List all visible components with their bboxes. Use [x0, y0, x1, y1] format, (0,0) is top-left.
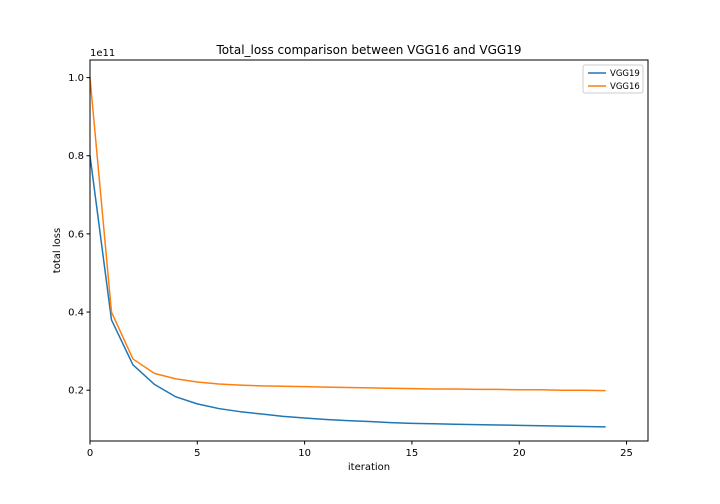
legend-label-vgg19: VGG19 — [610, 69, 640, 79]
series-layer — [89, 76, 606, 428]
y-axis-label: total loss — [52, 228, 63, 273]
y-offset-label: 1e11 — [90, 48, 115, 59]
legend: VGG19 VGG16 — [582, 64, 644, 94]
y-axis-ticks: 0.2 0.4 0.6 0.8 1.0 — [68, 73, 90, 397]
x-tick-label: 5 — [194, 448, 200, 459]
y-tick-label: 0.2 — [68, 386, 84, 397]
y-tick-label: 0.4 — [68, 308, 84, 319]
x-tick-label: 20 — [513, 448, 526, 459]
series-line-vgg16 — [89, 76, 606, 392]
x-tick-label: 25 — [620, 448, 633, 459]
x-axis-ticks: 0 5 10 15 20 25 — [87, 441, 633, 459]
x-tick-label: 10 — [298, 448, 311, 459]
legend-label-vgg16: VGG16 — [610, 82, 640, 92]
x-axis-label: iteration — [348, 462, 390, 473]
y-tick-label: 1.0 — [68, 73, 84, 84]
y-tick-label: 0.6 — [68, 229, 84, 240]
series-line-vgg19 — [89, 154, 606, 428]
chart-title: Total_loss comparison between VGG16 and … — [216, 43, 522, 57]
x-tick-label: 15 — [406, 448, 419, 459]
plot-frame — [89, 59, 649, 442]
y-tick-label: 0.8 — [68, 151, 84, 162]
x-tick-label: 0 — [87, 448, 93, 459]
